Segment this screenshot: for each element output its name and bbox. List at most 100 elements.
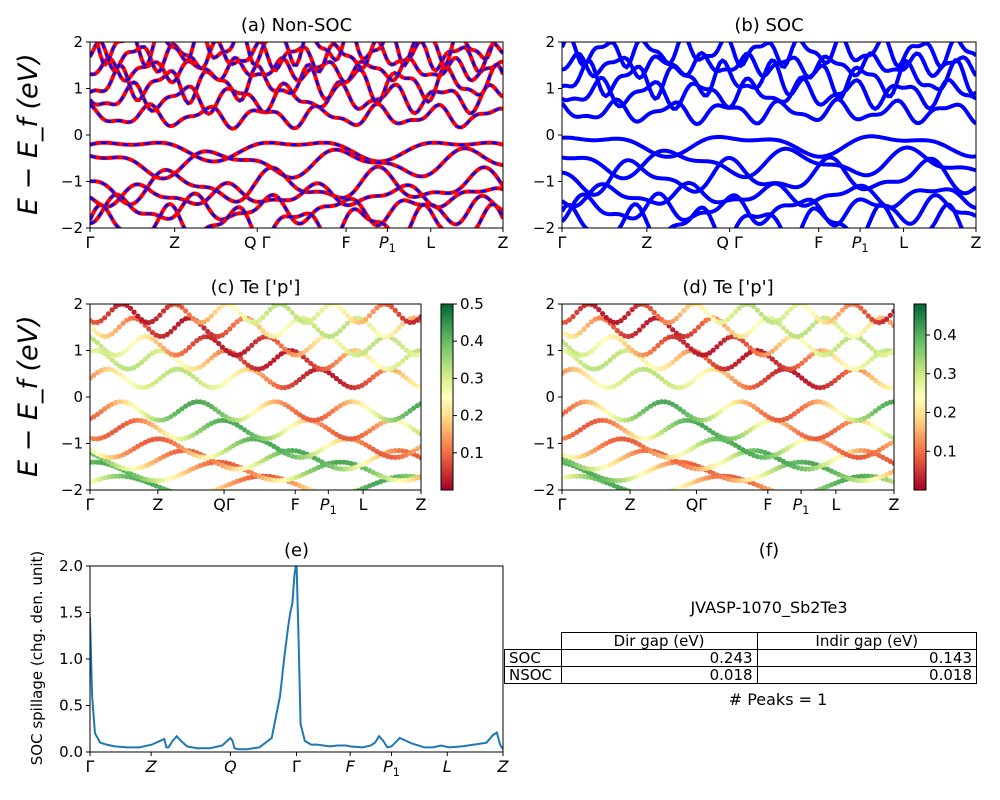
- data-point: [707, 350, 713, 356]
- data-point: [252, 366, 259, 372]
- data-point: [212, 352, 218, 358]
- data-point: [614, 328, 620, 334]
- data-point: [179, 445, 185, 451]
- data-point: [366, 355, 373, 361]
- data-point: [629, 307, 635, 313]
- panel-e-spillage-line: [90, 566, 503, 751]
- data-point: [861, 327, 868, 333]
- data-point: [131, 340, 137, 346]
- data-point: [407, 408, 413, 414]
- ytick-label-a: −2: [61, 219, 83, 237]
- data-point: [234, 422, 240, 428]
- data-point: [212, 309, 218, 315]
- data-point: [629, 347, 635, 353]
- data-point: [618, 425, 624, 431]
- data-point: [135, 362, 141, 368]
- data-point: [370, 326, 376, 332]
- data-point: [403, 347, 409, 353]
- data-point: [588, 366, 595, 372]
- ytick-label-d: 1: [545, 342, 555, 360]
- data-point: [836, 343, 842, 349]
- data-point: [721, 406, 727, 412]
- data-point: [640, 357, 646, 363]
- data-point: [806, 354, 812, 360]
- data-point: [887, 312, 893, 318]
- data-point: [714, 344, 720, 350]
- data-point: [769, 371, 775, 377]
- data-point: [758, 380, 764, 386]
- data-point: [622, 376, 628, 382]
- data-point: [216, 409, 222, 415]
- data-point: [374, 329, 380, 335]
- data-point: [784, 328, 790, 334]
- data-point: [330, 372, 336, 379]
- xtick-label-d: F: [763, 495, 772, 514]
- data-point: [245, 362, 251, 368]
- data-point: [858, 478, 864, 484]
- data-point: [699, 371, 705, 377]
- data-point: [227, 326, 233, 332]
- data-point: [153, 424, 159, 431]
- data-point: [116, 425, 122, 431]
- data-point: [784, 492, 789, 497]
- xtick-label-b: Q Γ: [716, 233, 743, 252]
- data-point: [659, 491, 664, 496]
- xtick-label-e: P1: [383, 757, 400, 779]
- data-point: [640, 408, 646, 415]
- data-point: [729, 375, 735, 381]
- data-point: [725, 436, 731, 442]
- data-point: [208, 385, 214, 391]
- data-point: [684, 382, 691, 388]
- data-point: [157, 312, 163, 318]
- data-point: [341, 491, 346, 496]
- data-point: [249, 319, 255, 325]
- xtick-label-c: QΓ: [213, 495, 235, 514]
- band-line: [90, 101, 503, 131]
- data-point: [245, 413, 251, 420]
- data-point: [389, 332, 395, 338]
- data-point: [710, 436, 716, 442]
- data-point: [403, 411, 409, 417]
- data-point: [891, 399, 894, 405]
- data-point: [876, 315, 882, 321]
- data-point: [197, 364, 203, 370]
- data-point: [795, 408, 801, 414]
- data-point: [577, 330, 584, 336]
- data-point: [732, 309, 739, 315]
- data-point: [219, 344, 225, 350]
- data-point: [300, 350, 306, 356]
- data-point: [238, 311, 244, 317]
- data-point: [803, 491, 808, 496]
- data-point: [230, 322, 236, 328]
- ytick-label-d: −2: [533, 481, 555, 499]
- data-point: [319, 307, 325, 314]
- data-point: [190, 373, 196, 379]
- data-point: [725, 372, 731, 378]
- data-point: [289, 447, 295, 454]
- data-point: [644, 406, 650, 412]
- xtick-label-c: Γ: [86, 495, 95, 514]
- data-point: [260, 328, 266, 334]
- data-point: [230, 352, 236, 358]
- data-point: [865, 323, 871, 329]
- data-point: [297, 412, 303, 418]
- data-point: [891, 468, 894, 474]
- data-point: [832, 406, 838, 413]
- data-point: [392, 329, 398, 335]
- data-point: [341, 353, 347, 359]
- panel-b-title: (b) SOC: [734, 15, 804, 36]
- data-point: [138, 409, 145, 415]
- data-point: [777, 317, 783, 323]
- ytick-label-a: 2: [73, 33, 83, 51]
- data-point: [622, 340, 628, 346]
- data-point: [219, 417, 225, 423]
- data-point: [777, 490, 782, 495]
- data-point: [659, 376, 665, 382]
- data-point: [219, 412, 225, 418]
- data-point: [341, 345, 347, 351]
- data-point: [198, 491, 203, 496]
- data-point: [308, 487, 314, 490]
- data-point: [175, 321, 181, 327]
- data-point: [581, 362, 587, 368]
- data-point: [161, 345, 167, 351]
